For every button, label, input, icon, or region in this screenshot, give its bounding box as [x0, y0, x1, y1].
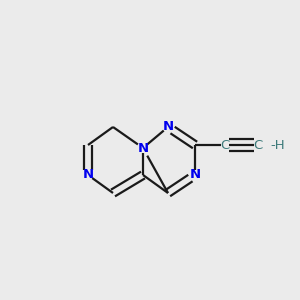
- Text: N: N: [189, 169, 201, 182]
- Text: C: C: [220, 139, 230, 152]
- Text: -H: -H: [271, 139, 285, 152]
- Text: N: N: [162, 121, 174, 134]
- Text: N: N: [82, 169, 94, 182]
- Text: C: C: [254, 139, 262, 152]
- Text: N: N: [137, 142, 148, 154]
